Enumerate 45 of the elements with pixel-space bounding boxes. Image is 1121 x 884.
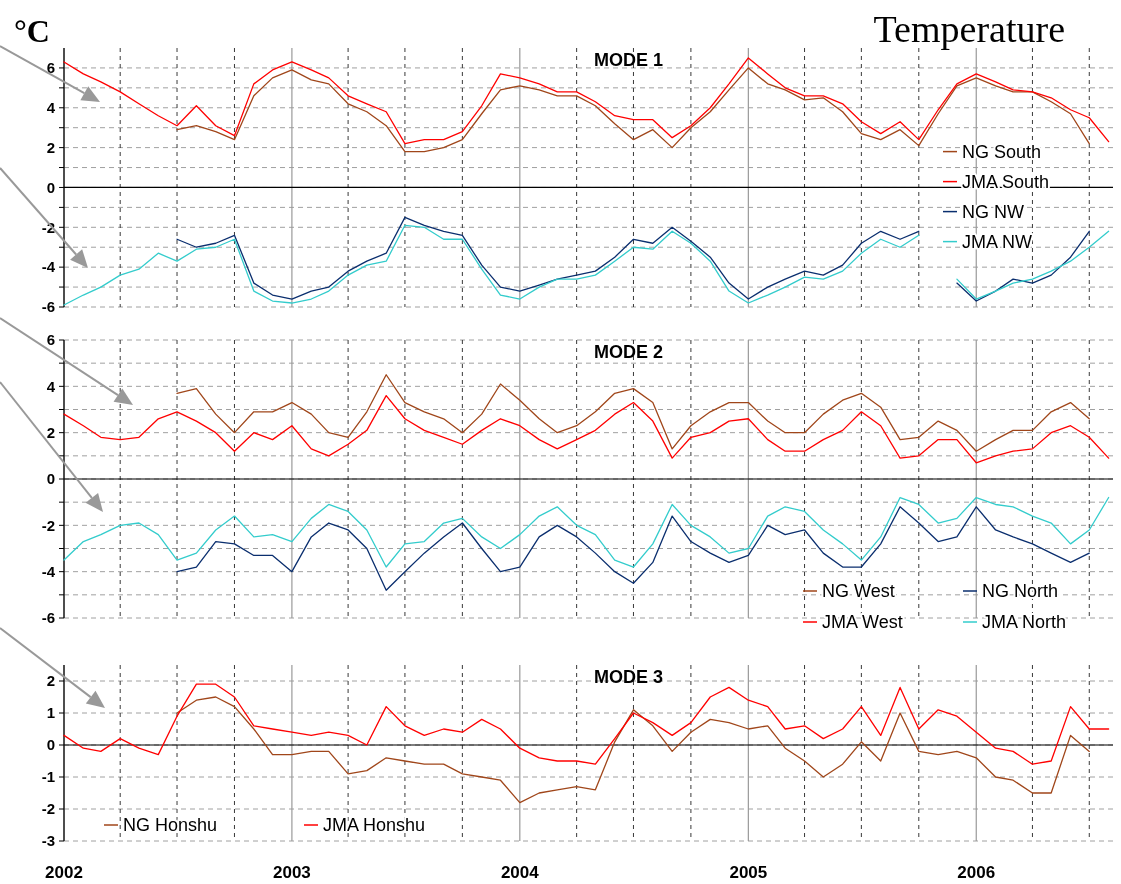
y-tick-label: 6 [46,59,55,77]
y-tick-label: -6 [41,609,55,627]
y-tick-label: 2 [46,423,55,441]
y-tick-label: 4 [46,377,56,395]
y-tick-label: 1 [46,704,55,722]
y-tick-label: -2 [41,516,55,534]
legend-label: NG NW [962,201,1024,222]
legend-label: NG North [982,581,1059,602]
x-tick-label: 2003 [272,863,311,882]
y-tick-label: 2 [46,138,55,156]
legend-label: NG West [822,581,895,602]
line-series [63,683,1110,765]
legend-label: JMA NW [962,231,1033,252]
legend-label: JMA West [822,612,903,633]
x-tick-label: 2004 [500,863,540,882]
x-tick-label: 2006 [957,863,996,882]
y-tick-label: 0 [46,470,55,488]
y-tick-label: -3 [41,832,55,850]
legend-label: NG Honshu [123,815,218,836]
x-tick-label: 2002 [45,863,83,882]
y-tick-label: 4 [46,99,56,117]
line-series [63,394,1110,464]
y-tick-label: -6 [41,298,55,316]
legend-label: JMA North [982,612,1067,633]
y-tick-label: 6 [46,331,55,349]
y-tick-label: -1 [41,768,55,786]
line-series [176,696,1090,804]
legend-label: JMA Honshu [323,815,426,836]
y-tick-label: -4 [41,258,56,276]
x-tick-label: 2005 [729,863,768,882]
chart-title: MODE 3 [593,667,664,687]
annotation: Temperature [873,8,1065,50]
y-tick-label: -2 [41,218,55,236]
y-tick-label: -4 [41,562,56,580]
y-tick-label: 0 [46,736,55,754]
y-tick-label: 2 [46,672,55,690]
y-tick-label: -2 [41,800,55,818]
chart-title: MODE 1 [593,50,664,70]
y-axis-title: °C [14,13,50,49]
y-tick-label: 0 [46,178,55,196]
legend-label: JMA South [962,171,1050,192]
legend-label: NG South [962,141,1042,162]
line-series [176,374,1090,452]
line-series [63,496,1110,568]
chart-title: MODE 2 [593,342,664,362]
